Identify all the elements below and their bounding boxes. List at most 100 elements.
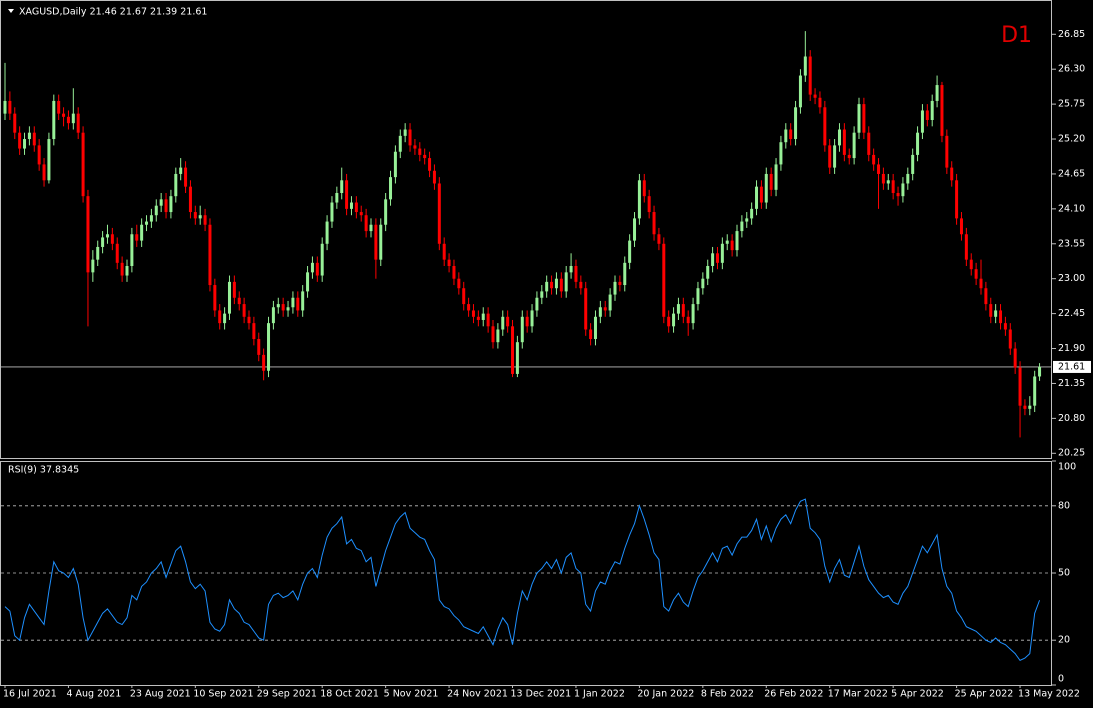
- candle-body: [994, 310, 998, 317]
- candle-body: [598, 307, 602, 317]
- candle-body: [184, 167, 188, 187]
- candle-body: [862, 104, 866, 133]
- candle-body: [940, 85, 944, 136]
- y-tick-label: 20: [1058, 635, 1070, 646]
- candle-body: [798, 75, 802, 108]
- candle-body: [198, 215, 202, 219]
- candle-body: [47, 139, 51, 181]
- candle-body: [574, 266, 578, 282]
- candle-body: [310, 262, 314, 273]
- candle-body: [823, 107, 827, 146]
- y-tick-label: 26.30: [1058, 64, 1085, 75]
- candle-body: [589, 329, 593, 340]
- candle-body: [886, 180, 890, 184]
- candle-body: [486, 313, 490, 327]
- candle-body: [408, 129, 412, 146]
- candle-body: [545, 281, 549, 292]
- candle-body: [447, 259, 451, 267]
- candle-body: [135, 234, 139, 241]
- candle-body: [325, 221, 329, 244]
- candle-body: [642, 180, 646, 197]
- candle-body: [935, 85, 939, 101]
- candle-body: [808, 56, 812, 95]
- candle-body: [511, 326, 515, 374]
- candle-body: [530, 310, 534, 327]
- candle-body: [964, 234, 968, 260]
- menu-arrow: [8, 9, 14, 13]
- candle-body: [1008, 329, 1012, 349]
- candle-body: [774, 164, 778, 190]
- candle-body: [847, 154, 851, 159]
- candle-body: [276, 304, 280, 308]
- candle-body: [603, 307, 607, 311]
- candle-body: [789, 129, 793, 140]
- candle-body: [745, 218, 749, 222]
- x-tick-label: 23 Aug 2021: [130, 689, 191, 700]
- rsi-panel-frame: [0, 461, 1052, 686]
- candle-body: [110, 234, 114, 244]
- y-tick-label: 25.20: [1058, 134, 1085, 145]
- candle-body: [442, 243, 446, 260]
- candle-body: [579, 281, 583, 289]
- rsi-title: RSI(9) 37.8345: [8, 465, 79, 476]
- x-tick-label: 10 Sep 2021: [193, 689, 253, 700]
- x-tick-label: 24 Nov 2021: [447, 689, 508, 700]
- candle-body: [159, 199, 163, 206]
- candle-body: [750, 208, 754, 219]
- candle-body: [945, 135, 949, 168]
- candle-body: [628, 240, 632, 263]
- candle-body: [867, 132, 871, 155]
- y-tick-label: 25.75: [1058, 99, 1085, 110]
- candle-body: [637, 180, 641, 219]
- candle-body: [42, 164, 46, 181]
- candle-body: [154, 205, 158, 216]
- y-tick-label: 23.00: [1058, 273, 1085, 284]
- rsi-line: [4, 498, 1041, 661]
- candle-body: [906, 173, 910, 184]
- candle-body: [955, 180, 959, 219]
- candle-body: [857, 104, 861, 133]
- x-tick-label: 4 Aug 2021: [66, 689, 121, 700]
- candle-body: [115, 243, 119, 263]
- candle-body: [364, 215, 368, 232]
- candle-body: [96, 246, 100, 260]
- candle-body: [32, 132, 36, 146]
- candle-body: [950, 167, 954, 181]
- candle-body: [237, 297, 241, 305]
- candle-body: [1013, 348, 1017, 368]
- candle-body: [491, 326, 495, 343]
- candle-body: [877, 164, 881, 174]
- candle-body: [672, 313, 676, 327]
- candle-body: [374, 224, 378, 260]
- candle-body: [296, 297, 300, 311]
- candle-body: [66, 116, 70, 124]
- candle-body: [959, 218, 963, 235]
- y-tick-label: 21.90: [1058, 343, 1085, 354]
- candle-body: [188, 186, 192, 213]
- candle-body: [120, 262, 124, 276]
- x-tick-label: 13 May 2022: [1018, 689, 1080, 700]
- candle-body: [837, 129, 841, 146]
- candle-body: [759, 186, 763, 203]
- candle-body: [247, 316, 251, 324]
- x-tick-label: 13 Dec 2021: [511, 689, 572, 700]
- candle-body: [681, 304, 685, 317]
- candle-body: [252, 323, 256, 340]
- candle-body: [164, 199, 168, 213]
- candle-body: [1023, 405, 1027, 409]
- y-tick-label: 20.80: [1058, 413, 1085, 424]
- candle-body: [667, 316, 671, 327]
- candle-body: [554, 278, 558, 289]
- candle-body: [369, 224, 373, 232]
- candle-body: [1038, 366, 1042, 377]
- candle-body: [23, 139, 27, 149]
- candle-body: [18, 132, 22, 149]
- candle-body: [652, 212, 656, 235]
- candle-body: [872, 154, 876, 165]
- candle-body: [916, 132, 920, 155]
- x-tick-label: 8 Feb 2022: [701, 689, 754, 700]
- candle-body: [784, 129, 788, 143]
- candle-body: [999, 310, 1003, 324]
